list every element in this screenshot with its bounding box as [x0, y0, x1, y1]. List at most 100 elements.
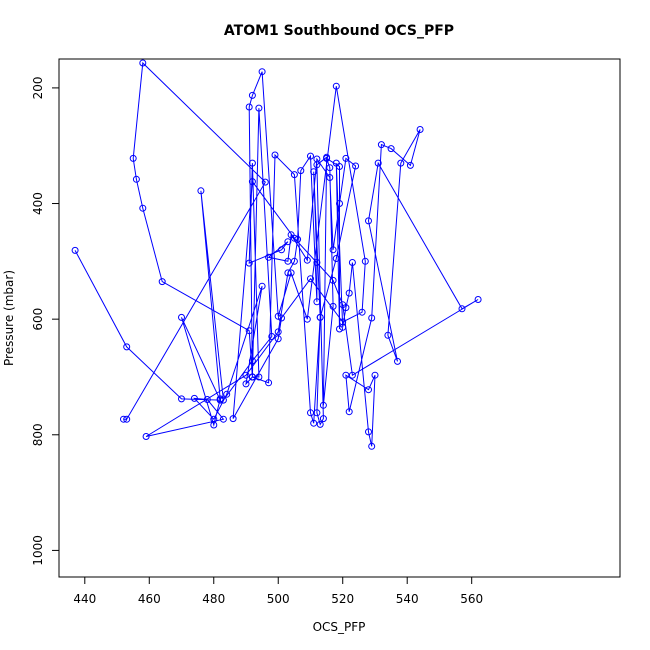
- data-point: [265, 379, 273, 387]
- data-point: [278, 246, 285, 254]
- data-point: [307, 409, 314, 417]
- data-point: [248, 357, 256, 365]
- data-point: [178, 395, 185, 403]
- data-point: [348, 259, 356, 266]
- data-point: [361, 257, 369, 265]
- x-tick-label: 560: [460, 592, 483, 606]
- data-point: [339, 301, 347, 309]
- series-line: [74, 61, 479, 447]
- data-point: [313, 298, 321, 306]
- data-point: [271, 151, 279, 159]
- data-point: [71, 246, 79, 254]
- data-point: [316, 313, 324, 321]
- data-point: [178, 313, 185, 321]
- x-tick-label: 540: [396, 592, 419, 606]
- data-point: [274, 328, 282, 336]
- data-point: [245, 103, 253, 111]
- data-point: [203, 396, 211, 403]
- data-point: [210, 415, 218, 423]
- data-point: [223, 390, 231, 398]
- data-point: [352, 162, 360, 170]
- data-point: [332, 255, 340, 262]
- x-axis: 440 460 480 500 520 540 560: [73, 576, 483, 606]
- x-tick-label: 520: [331, 592, 354, 606]
- chart-title: ATOM1 Southbound OCS_PFP: [224, 23, 454, 39]
- data-point: [284, 238, 292, 246]
- data-point: [219, 396, 227, 404]
- data-point: [384, 331, 392, 339]
- data-point: [120, 415, 127, 423]
- data-point: [365, 386, 372, 394]
- data-point: [265, 253, 273, 261]
- data-point: [358, 308, 366, 316]
- data-point: [310, 168, 318, 176]
- data-point: [245, 327, 253, 335]
- data-point: [297, 167, 305, 175]
- data-point: [313, 259, 321, 266]
- x-tick-label: 500: [267, 592, 290, 606]
- data-point: [248, 91, 256, 99]
- data-point: [371, 371, 379, 379]
- data-point: [332, 159, 340, 167]
- data-point: [345, 408, 353, 416]
- data-point: [139, 204, 147, 212]
- data-point: [458, 305, 466, 313]
- data-point: [123, 343, 131, 351]
- data-point: [303, 315, 311, 323]
- data-point: [342, 154, 350, 162]
- y-tick-label: 200: [31, 76, 45, 99]
- y-tick-label: 1000: [31, 535, 45, 566]
- data-point: [197, 187, 205, 195]
- data-point: [336, 200, 343, 207]
- data-point: [284, 257, 292, 265]
- data-point: [339, 318, 347, 326]
- data-point: [319, 401, 327, 409]
- data-point: [129, 154, 137, 162]
- data-point: [307, 152, 314, 160]
- data-point: [316, 420, 324, 428]
- data-point: [474, 296, 482, 303]
- data-point: [123, 415, 131, 423]
- plot-area: [71, 59, 482, 450]
- y-tick-label: 600: [31, 308, 45, 331]
- x-axis-label: OCS_PFP: [313, 620, 366, 634]
- data-point: [323, 154, 331, 162]
- y-tick-label: 400: [31, 192, 45, 215]
- data-point: [242, 380, 250, 388]
- data-point: [329, 302, 337, 310]
- data-point: [365, 428, 372, 436]
- data-point: [258, 68, 266, 76]
- data-point: [248, 178, 256, 186]
- data-point: [190, 394, 198, 402]
- y-axis: 200 400 600 800 1000: [31, 76, 60, 566]
- x-tick-label: 440: [73, 592, 96, 606]
- data-point: [329, 276, 337, 284]
- data-point: [242, 371, 250, 379]
- data-point: [326, 174, 334, 181]
- data-point: [310, 419, 318, 427]
- data-point: [387, 145, 395, 153]
- data-point: [348, 371, 356, 379]
- data-point: [139, 59, 147, 67]
- data-point: [216, 395, 224, 403]
- data-point: [248, 373, 256, 381]
- x-tick-label: 480: [202, 592, 225, 606]
- data-point: [229, 415, 237, 423]
- data-point: [368, 314, 376, 322]
- y-axis-label: Pressure (mbar): [2, 270, 16, 366]
- data-point: [377, 141, 385, 149]
- data-point: [394, 357, 401, 365]
- data-point: [307, 275, 314, 283]
- data-point: [255, 104, 263, 112]
- data-point: [258, 282, 266, 290]
- data-point: [287, 269, 295, 277]
- data-point: [268, 333, 276, 340]
- data-point: [368, 442, 376, 450]
- data-point: [142, 433, 150, 440]
- data-point: [303, 256, 311, 264]
- data-point: [339, 323, 347, 331]
- data-point: [365, 217, 372, 225]
- data-point: [290, 171, 298, 179]
- data-point: [313, 155, 321, 163]
